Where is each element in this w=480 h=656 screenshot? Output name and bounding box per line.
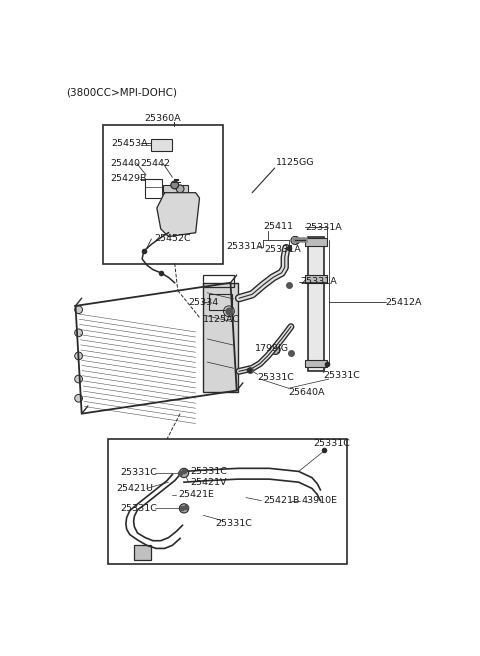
- Circle shape: [171, 181, 179, 189]
- Text: 25331C: 25331C: [313, 440, 350, 448]
- Text: 25331C: 25331C: [258, 373, 295, 382]
- Text: 1799JG: 1799JG: [255, 344, 289, 353]
- Circle shape: [176, 185, 184, 193]
- Text: (3800CC>MPI-DOHC): (3800CC>MPI-DOHC): [66, 88, 177, 98]
- Circle shape: [75, 352, 83, 359]
- Circle shape: [291, 237, 299, 244]
- Text: 1125AC: 1125AC: [204, 316, 240, 324]
- Text: 43910E: 43910E: [302, 496, 338, 505]
- Circle shape: [180, 468, 189, 478]
- Text: 25331C: 25331C: [190, 467, 227, 476]
- Text: 25421U: 25421U: [116, 484, 153, 493]
- Text: 25331C: 25331C: [215, 520, 252, 528]
- Bar: [305, 275, 326, 283]
- Text: 25421B: 25421B: [263, 496, 300, 505]
- Text: 25411: 25411: [263, 222, 293, 231]
- Circle shape: [75, 306, 83, 314]
- Text: 25429B: 25429B: [110, 174, 147, 183]
- Circle shape: [75, 375, 83, 383]
- Text: 25331A: 25331A: [227, 242, 264, 251]
- Bar: [163, 185, 188, 194]
- Text: 25412A: 25412A: [385, 298, 422, 306]
- Text: 25421V: 25421V: [190, 478, 227, 487]
- Bar: [103, 125, 223, 264]
- Bar: [209, 295, 232, 310]
- Text: 25360A: 25360A: [144, 114, 180, 123]
- Text: 1125GG: 1125GG: [276, 158, 314, 167]
- Text: 25331A: 25331A: [300, 277, 337, 287]
- Text: 25331C: 25331C: [120, 468, 157, 478]
- Circle shape: [75, 329, 83, 337]
- Bar: [152, 139, 172, 151]
- Text: 25453A: 25453A: [111, 139, 148, 148]
- Text: 25640A: 25640A: [288, 388, 325, 398]
- Polygon shape: [157, 193, 200, 237]
- Text: 25334: 25334: [188, 298, 218, 306]
- Circle shape: [75, 394, 83, 402]
- Bar: [145, 179, 162, 198]
- Bar: [108, 439, 347, 564]
- Bar: [305, 238, 326, 246]
- Bar: [305, 359, 326, 367]
- Bar: [308, 237, 324, 371]
- Circle shape: [180, 504, 189, 513]
- Circle shape: [292, 237, 300, 244]
- Text: 25421E: 25421E: [178, 490, 214, 499]
- Text: 25331A: 25331A: [264, 245, 300, 254]
- Text: 25452C: 25452C: [155, 234, 191, 243]
- Bar: [204, 275, 234, 287]
- Text: 25442: 25442: [140, 159, 170, 168]
- Text: 25331A: 25331A: [306, 223, 342, 232]
- Circle shape: [271, 345, 280, 354]
- Bar: [204, 283, 238, 392]
- Text: 25331C: 25331C: [120, 504, 157, 513]
- Text: 25440: 25440: [110, 159, 140, 168]
- Text: 25331C: 25331C: [324, 371, 360, 380]
- Bar: [133, 544, 152, 560]
